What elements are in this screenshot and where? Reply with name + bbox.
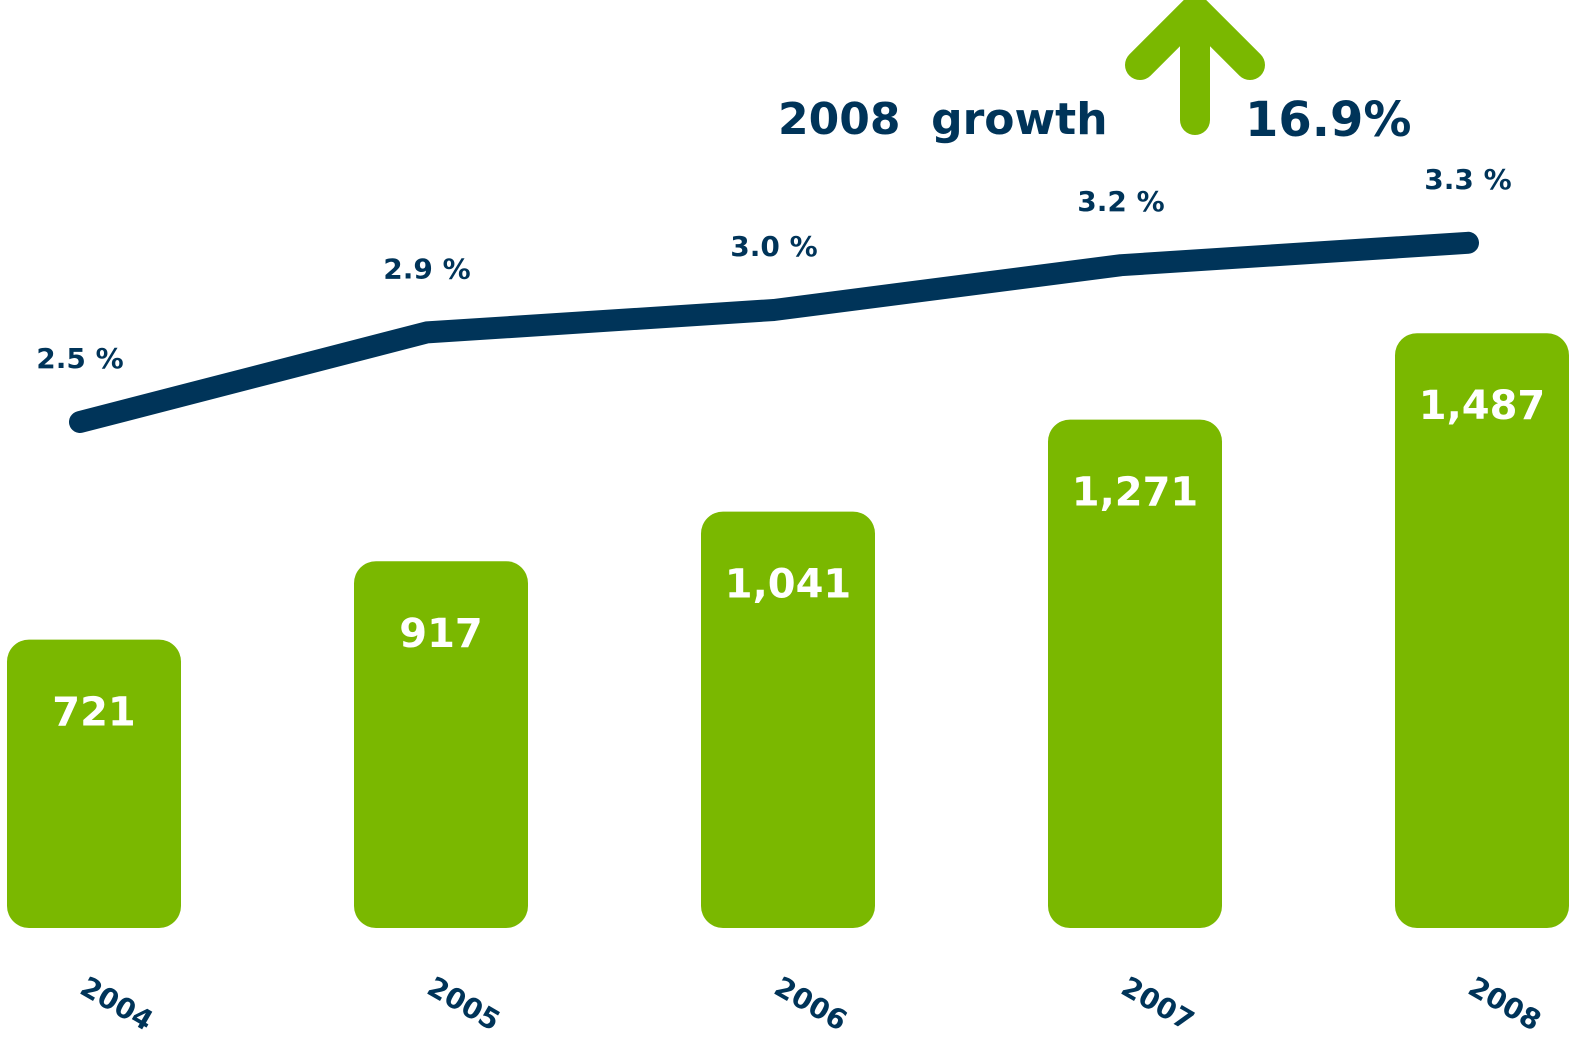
x-tick-label: 2008: [1463, 970, 1547, 1038]
line-value-label: 3.3 %: [1424, 163, 1511, 196]
bar: [1395, 333, 1569, 928]
bar-value-label: 721: [52, 690, 136, 736]
line-value-label: 3.0 %: [730, 230, 817, 263]
bar-value-label: 917: [399, 611, 483, 657]
bar: [701, 511, 875, 928]
line-value-label: 2.9 %: [383, 252, 470, 285]
bar-value-label: 1,487: [1419, 383, 1546, 429]
x-tick-label: 2006: [769, 970, 853, 1038]
annotation: 16.9%: [1245, 92, 1412, 148]
line-value-label: 2.5 %: [36, 342, 123, 375]
x-tick-label: 2005: [422, 970, 506, 1038]
x-tick-label: 2007: [1116, 970, 1200, 1038]
bar: [1048, 419, 1222, 928]
growth-arrow: [1125, 0, 1265, 135]
line: [69, 231, 1479, 433]
bar-value-label: 1,041: [725, 562, 852, 608]
bar: [7, 639, 181, 928]
bar: [354, 561, 528, 928]
line-value-label: 3.2 %: [1077, 185, 1164, 218]
x-tick-label: 2004: [75, 970, 159, 1038]
bar-value-label: 1,271: [1072, 470, 1199, 516]
annotation: 2008 growth: [778, 94, 1108, 145]
